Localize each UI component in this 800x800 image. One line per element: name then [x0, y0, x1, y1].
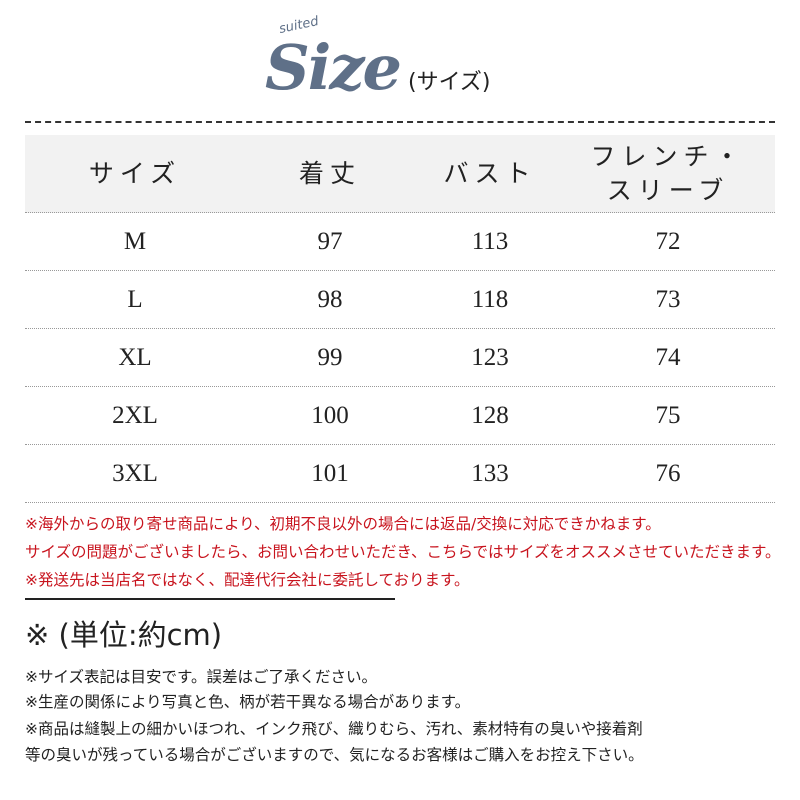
- table-cell: 101: [311, 459, 349, 487]
- table-cell: 100: [311, 401, 349, 429]
- note: ※生産の関係により写真と色、柄が若干異なる場合があります。: [25, 693, 471, 711]
- table-body: M 97 113 72 L 98 118 73 XL 99 123 74 2XL 100 128 75 3XL 1…: [25, 213, 775, 503]
- table-row: L 98 118 73: [25, 271, 775, 329]
- red-note: サイズの問題がございましたら、お問い合わせいただき、こちらではサイズをオススメさ…: [25, 543, 781, 561]
- logo-subtitle: (サイズ): [407, 70, 491, 95]
- size-table: サイズ 着丈 バスト フレンチ・スリーブ M 97 113 72 L 98 118 73 XL 9…: [25, 135, 775, 503]
- table-cell: 3XL: [112, 459, 158, 487]
- table-row: 3XL 101 133 76: [25, 445, 775, 503]
- logo-size: Size: [265, 31, 402, 104]
- header-bust: バスト: [443, 158, 537, 188]
- table-cell: 73: [655, 285, 681, 313]
- table-cell: L: [127, 285, 143, 313]
- table-row: 2XL 100 128 75: [25, 387, 775, 445]
- header-length: 着丈: [298, 158, 362, 188]
- table-header: サイズ 着丈 バスト フレンチ・スリーブ: [25, 135, 775, 213]
- divider: [25, 121, 775, 123]
- table-row: M 97 113 72: [25, 213, 775, 271]
- table-cell: 133: [471, 459, 509, 487]
- table-cell: 72: [655, 227, 681, 255]
- table-cell: M: [123, 227, 147, 255]
- table-cell: 99: [317, 343, 343, 371]
- table-cell: 75: [655, 401, 681, 429]
- divider: [25, 598, 395, 600]
- red-note: ※発送先は当店名ではなく、配達代行会社に委託しております。: [25, 571, 470, 589]
- red-note: ※海外からの取り寄せ商品により、初期不良以外の場合には返品/交換に対応できかねま…: [25, 515, 661, 533]
- size-logo: suited Size (サイズ): [265, 14, 565, 102]
- unit-label: ※ (単位:約cm): [25, 618, 223, 652]
- header-size: サイズ: [88, 158, 182, 188]
- table-cell: 128: [471, 401, 509, 429]
- header-sleeve-line1: フレンチ・: [590, 141, 746, 171]
- table-cell: 76: [655, 459, 681, 487]
- table-cell: 2XL: [112, 401, 158, 429]
- note: 等の臭いが残っている場合がございますので、気になるお客様はご購入をお控え下さい。: [25, 746, 644, 764]
- table-cell: 74: [655, 343, 681, 371]
- table-row: XL 99 123 74: [25, 329, 775, 387]
- table-cell: 113: [471, 227, 509, 255]
- note: ※サイズ表記は目安です。誤差はご了承ください。: [25, 668, 377, 686]
- header-sleeve-line2: スリーブ: [606, 175, 730, 205]
- note: ※商品は縫製上の細かいほつれ、インク飛び、織りむら、汚れ、素材特有の臭いや接着剤: [25, 720, 643, 738]
- header-sleeve: フレンチ・ スリーブ: [590, 140, 745, 208]
- logo-line: Size (サイズ): [265, 34, 491, 102]
- table-cell: 97: [317, 227, 343, 255]
- table-cell: 118: [471, 285, 509, 313]
- table-cell: XL: [118, 343, 152, 371]
- table-cell: 123: [471, 343, 509, 371]
- table-cell: 98: [317, 285, 343, 313]
